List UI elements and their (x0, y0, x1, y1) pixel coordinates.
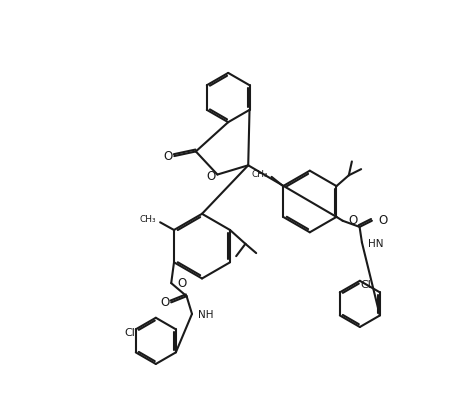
Text: NH: NH (198, 310, 214, 320)
Text: O: O (177, 277, 187, 290)
Text: CH₃: CH₃ (140, 215, 156, 225)
Text: O: O (349, 214, 358, 227)
Text: O: O (163, 149, 173, 163)
Text: O: O (207, 170, 216, 183)
Text: O: O (378, 214, 387, 227)
Text: Cl: Cl (361, 280, 371, 290)
Text: CH₃: CH₃ (251, 170, 268, 179)
Text: Cl: Cl (124, 328, 135, 338)
Text: HN: HN (368, 239, 383, 249)
Text: O: O (160, 296, 170, 309)
